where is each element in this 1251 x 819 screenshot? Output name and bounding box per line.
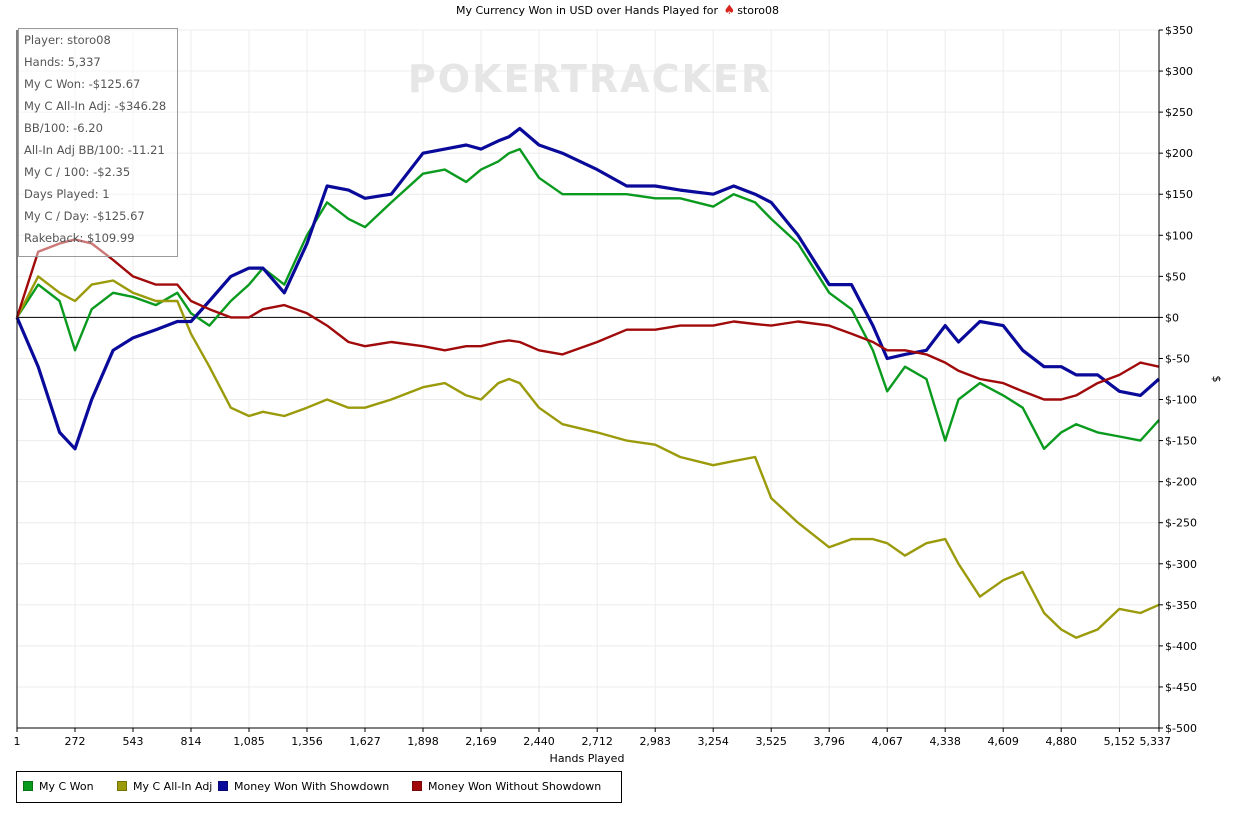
stats-row: All-In Adj BB/100: -11.21 bbox=[24, 143, 165, 157]
legend-label: Money Won With Showdown bbox=[234, 780, 390, 793]
x-tick-label: 4,609 bbox=[987, 735, 1019, 748]
x-tick-label: 1 bbox=[14, 735, 21, 748]
series-line-money-won-with-showdown bbox=[15, 126, 1161, 451]
stats-row: Player: storo08 bbox=[24, 33, 111, 47]
x-tick-label: 543 bbox=[122, 735, 143, 748]
y-tick-label: $150 bbox=[1165, 188, 1193, 201]
x-tick-label: 4,338 bbox=[929, 735, 961, 748]
chart-title: My Currency Won in USD over Hands Played… bbox=[0, 3, 1235, 18]
y-tick-label: $300 bbox=[1165, 65, 1193, 78]
legend-swatch bbox=[23, 781, 33, 791]
y-tick-label: $250 bbox=[1165, 106, 1193, 119]
x-tick-label: 2,169 bbox=[465, 735, 497, 748]
x-tick-label: 4,067 bbox=[871, 735, 903, 748]
x-tick-label: 814 bbox=[180, 735, 201, 748]
series-line-my-c-won bbox=[15, 147, 1160, 450]
y-tick-label: $-300 bbox=[1165, 558, 1197, 571]
y-tick-label: $-150 bbox=[1165, 435, 1197, 448]
y-tick-label: $-400 bbox=[1165, 640, 1197, 653]
series-lines bbox=[15, 126, 1161, 639]
x-tick-label: 272 bbox=[64, 735, 85, 748]
x-tick-label: 2,983 bbox=[639, 735, 671, 748]
x-tick-label: 1,356 bbox=[291, 735, 323, 748]
x-tick-label: 5,337 bbox=[1140, 735, 1172, 748]
chart-title-text: My Currency Won in USD over Hands Played… bbox=[456, 4, 719, 17]
stats-row: My C / 100: -$2.35 bbox=[24, 165, 131, 179]
y-tick-label: $50 bbox=[1165, 270, 1186, 283]
y-tick-label: $-100 bbox=[1165, 394, 1197, 407]
legend-item[interactable]: My C Won bbox=[23, 780, 94, 793]
x-tick-label: 2,712 bbox=[581, 735, 613, 748]
watermark-logo: POKERTRACKER bbox=[408, 57, 772, 101]
x-tick-label: 5,152 bbox=[1104, 735, 1136, 748]
stats-row: My C Won: -$125.67 bbox=[24, 77, 141, 91]
y-axis-ticks: $350 $300 $250 $200 $150 $100 $50 $0 $-50 $-100 $-… bbox=[1159, 24, 1197, 735]
series-line-money-won-without-showdown bbox=[15, 238, 1160, 401]
stats-row: Hands: 5,337 bbox=[24, 55, 101, 69]
stats-row: Rakeback: $109.99 bbox=[24, 231, 135, 245]
y-tick-label: $-250 bbox=[1165, 517, 1197, 530]
stats-row: My C All-In Adj: -$346.28 bbox=[24, 99, 167, 113]
stats-panel: Player: storo08 Hands: 5,337 My C Won: -$1… bbox=[18, 28, 178, 257]
stats-row: My C / Day: -$125.67 bbox=[24, 209, 145, 223]
series-line-my-c-all-in-adj bbox=[15, 275, 1160, 639]
y-tick-label: $-500 bbox=[1165, 722, 1197, 735]
x-tick-label: 1,898 bbox=[407, 735, 439, 748]
x-axis-ticks: 1 272 543 814 1,085 1,356 1,627 1,898 2,169 2,440… bbox=[14, 728, 1172, 748]
x-tick-label: 3,525 bbox=[755, 735, 787, 748]
chart-legend: My C Won My C All-In Adj Money Won With Sh… bbox=[16, 771, 622, 803]
legend-item[interactable]: Money Won With Showdown bbox=[218, 780, 389, 793]
legend-swatch bbox=[218, 781, 228, 791]
y-tick-label: $0 bbox=[1165, 311, 1179, 324]
y-axis-title: $ bbox=[1210, 376, 1223, 383]
legend-item[interactable]: My C All-In Adj bbox=[117, 780, 212, 793]
y-tick-label: $350 bbox=[1165, 24, 1193, 37]
x-tick-label: 1,085 bbox=[233, 735, 265, 748]
grid-lines bbox=[16, 29, 1160, 729]
spade-icon: ♠ bbox=[723, 3, 736, 18]
y-tick-label: $200 bbox=[1165, 147, 1193, 160]
legend-swatch bbox=[412, 781, 422, 791]
legend-label: Money Won Without Showdown bbox=[428, 780, 602, 793]
y-tick-label: $-350 bbox=[1165, 599, 1197, 612]
x-tick-label: 1,627 bbox=[349, 735, 381, 748]
stats-row: BB/100: -6.20 bbox=[24, 121, 103, 135]
stats-row: Days Played: 1 bbox=[24, 187, 110, 201]
chart-title-player: storo08 bbox=[737, 4, 779, 17]
legend-item[interactable]: Money Won Without Showdown bbox=[412, 780, 601, 793]
axes bbox=[16, 30, 1160, 729]
legend-swatch bbox=[117, 781, 127, 791]
y-tick-label: $100 bbox=[1165, 229, 1193, 242]
legend-label: My C Won bbox=[39, 780, 94, 793]
x-tick-label: 3,254 bbox=[697, 735, 729, 748]
x-tick-label: 2,440 bbox=[523, 735, 555, 748]
y-tick-label: $-450 bbox=[1165, 681, 1197, 694]
legend-label: My C All-In Adj bbox=[133, 780, 213, 793]
y-tick-label: $-200 bbox=[1165, 476, 1197, 489]
x-tick-label: 4,880 bbox=[1045, 735, 1077, 748]
x-axis-title: Hands Played bbox=[550, 752, 625, 765]
y-tick-label: $-50 bbox=[1165, 352, 1190, 365]
x-tick-label: 3,796 bbox=[813, 735, 845, 748]
